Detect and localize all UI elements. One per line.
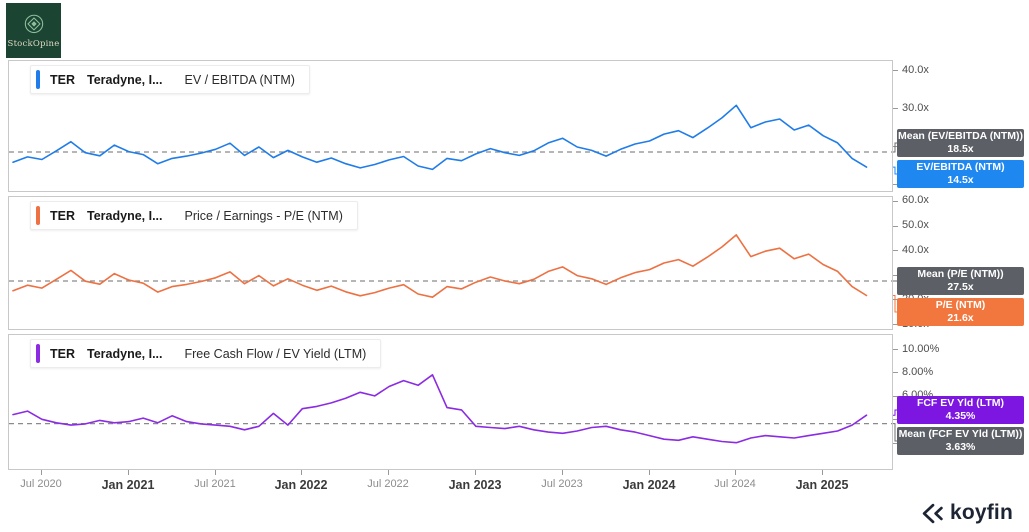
chart-svg-ev-ebitda	[9, 104, 892, 171]
x-tick-label: Jul 2020	[20, 478, 62, 490]
y-tick-label: 60.0x	[902, 194, 929, 206]
badge-value: 27.5x	[947, 281, 974, 293]
y-tick-mark	[893, 372, 898, 373]
x-tick-mark	[649, 470, 650, 475]
badge-mean-ev-ebitda[interactable]: Mean (EV/EBITDA (NTM)) 18.5x	[897, 129, 1024, 157]
y-tick-mark	[893, 70, 898, 71]
series-color-bar	[36, 344, 40, 363]
ticker-label: TER	[50, 72, 75, 87]
y-tick-label: 30.0x	[902, 102, 929, 114]
y-tick-mark	[893, 250, 898, 251]
stockopine-logo: StockOpine	[6, 3, 61, 58]
y-tick-mark	[893, 419, 898, 420]
x-tick-mark	[388, 470, 389, 475]
badge-value: 4.35%	[945, 410, 976, 422]
chart-svg-fcf-ev-yield	[9, 373, 892, 444]
y-tick-label: 50.0x	[902, 219, 929, 231]
badge-mean-fcf-ev-yield[interactable]: Mean (FCF EV Yld (LTM)) 3.63%	[897, 427, 1024, 455]
x-tick-mark	[822, 470, 823, 475]
series-line-fcf-ev-yield	[12, 373, 868, 444]
badge-current-fcf-ev-yield[interactable]: FCF EV Yld (LTM) 4.35%	[897, 396, 1024, 424]
badge-value: 21.6x	[947, 312, 974, 324]
metric-label: EV / EBITDA (NTM)	[184, 72, 295, 87]
stockopine-emblem-icon	[24, 14, 43, 34]
x-tick-mark	[562, 470, 563, 475]
x-tick-label: Jan 2021	[101, 478, 155, 492]
series-line-pe-ntm	[12, 234, 868, 298]
koyfin-wordmark: koyfin	[949, 501, 1013, 524]
metric-label: Price / Earnings - P/E (NTM)	[184, 208, 343, 223]
series-color-bar	[36, 206, 40, 225]
badge-value: 3.63%	[945, 441, 976, 453]
legend-ev-ebitda[interactable]: TER Teradyne, I... EV / EBITDA (NTM)	[30, 65, 310, 94]
x-tick-label: Jul 2024	[714, 478, 756, 490]
x-tick-label: Jul 2022	[367, 478, 409, 490]
stockopine-wordmark: StockOpine	[7, 39, 60, 49]
y-tick-label: 40.0x	[902, 64, 929, 76]
chart-svg-pe-ntm	[9, 234, 892, 298]
ticker-label: TER	[50, 346, 75, 361]
y-tick-label: 40.0x	[902, 244, 929, 256]
badge-value: 14.5x	[947, 174, 974, 186]
koyfin-mark-icon	[922, 503, 943, 523]
y-tick-mark	[893, 396, 898, 397]
y-tick-mark	[893, 201, 898, 202]
x-tick-mark	[735, 470, 736, 475]
badge-current-ev-ebitda[interactable]: EV/EBITDA (NTM) 14.5x	[897, 160, 1024, 188]
y-tick-mark	[893, 108, 898, 109]
koyfin-logo: koyfin	[921, 501, 1013, 525]
y-tick-mark	[893, 349, 898, 350]
badge-title: EV/EBITDA (NTM)	[916, 161, 1005, 173]
company-label: Teradyne, I...	[87, 208, 163, 223]
badge-mean-pe-ntm[interactable]: Mean (P/E (NTM)) 27.5x	[897, 267, 1024, 295]
company-label: Teradyne, I...	[87, 72, 163, 87]
y-tick-label: 10.00%	[902, 343, 940, 355]
chart-panel-ev-ebitda[interactable]: TER Teradyne, I... EV / EBITDA (NTM)	[8, 60, 893, 192]
x-tick-mark	[128, 470, 129, 475]
x-tick-label: Jan 2025	[795, 478, 849, 492]
x-tick-label: Jan 2024	[622, 478, 676, 492]
badge-current-pe-ntm[interactable]: P/E (NTM) 21.6x	[897, 298, 1024, 326]
x-tick-label: Jan 2023	[448, 478, 502, 492]
series-line-ev-ebitda	[12, 104, 868, 171]
metric-label: Free Cash Flow / EV Yield (LTM)	[184, 346, 367, 361]
y-tick-label: 8.00%	[902, 366, 934, 378]
badge-title: Mean (P/E (NTM))	[917, 268, 1004, 280]
x-tick-mark	[41, 470, 42, 475]
x-tick-mark	[301, 470, 302, 475]
y-tick-mark	[893, 275, 898, 276]
x-tick-label: Jan 2022	[274, 478, 328, 492]
legend-fcf-ev-yield[interactable]: TER Teradyne, I... Free Cash Flow / EV Yie…	[30, 339, 382, 368]
x-tick-mark	[215, 470, 216, 475]
ticker-label: TER	[50, 208, 75, 223]
chart-panel-fcf-ev-yield[interactable]: TER Teradyne, I... Free Cash Flow / EV Yie…	[8, 334, 893, 470]
legend-pe-ntm[interactable]: TER Teradyne, I... Price / Earnings - P/E …	[30, 201, 358, 230]
badge-value: 18.5x	[947, 143, 974, 155]
badge-title: FCF EV Yld (LTM)	[916, 397, 1005, 409]
y-tick-mark	[893, 443, 898, 444]
x-tick-label: Jul 2023	[541, 478, 583, 490]
badge-title: Mean (EV/EBITDA (NTM))	[897, 130, 1024, 142]
y-tick-mark	[893, 226, 898, 227]
y-tick-mark	[893, 324, 898, 325]
chart-panel-pe-ntm[interactable]: TER Teradyne, I... Price / Earnings - P/E …	[8, 196, 893, 330]
x-tick-mark	[475, 470, 476, 475]
badge-title: P/E (NTM)	[935, 299, 986, 311]
x-tick-label: Jul 2021	[194, 478, 236, 490]
series-color-bar	[36, 70, 40, 89]
badge-title: Mean (FCF EV Yld (LTM))	[898, 428, 1023, 440]
company-label: Teradyne, I...	[87, 346, 163, 361]
y-tick-mark	[893, 184, 898, 185]
